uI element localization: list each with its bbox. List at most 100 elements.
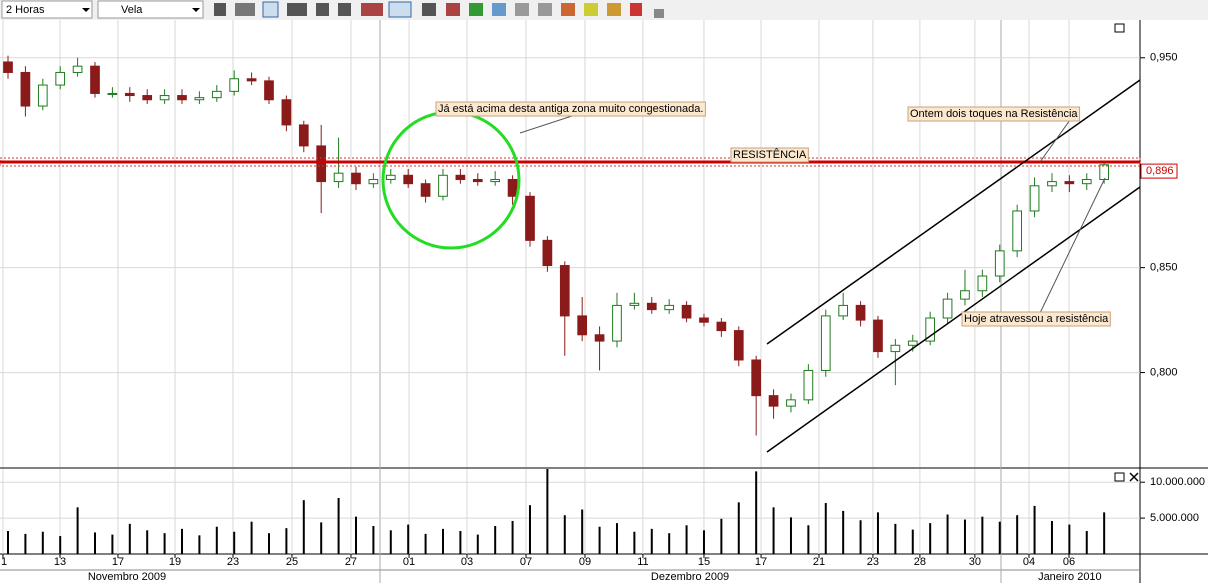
icon[interactable]	[338, 3, 351, 16]
candle-body	[786, 399, 796, 407]
annotation-box	[907, 106, 1081, 122]
candle-body	[838, 304, 849, 317]
icon[interactable]	[515, 3, 529, 16]
candle-body	[542, 239, 553, 267]
dropdown-arrow	[192, 8, 200, 12]
candle-body	[960, 290, 970, 300]
candle-body	[664, 304, 675, 311]
candle-body	[942, 298, 953, 319]
candle-body	[1012, 210, 1023, 252]
x-tick-label: 23	[227, 556, 239, 568]
icon[interactable]	[654, 9, 664, 18]
candle-body	[507, 178, 518, 197]
candle-body	[873, 319, 883, 353]
y-tick-label: 0,950	[1150, 52, 1178, 64]
candle-body	[142, 95, 153, 101]
candle-body	[925, 317, 936, 342]
candle-body	[751, 359, 762, 397]
y-tick-label: 0,800	[1150, 366, 1178, 378]
icon[interactable]	[388, 1, 412, 18]
icon[interactable]	[469, 3, 483, 16]
annotation-text: Já está acima desta antiga zona muito co…	[438, 103, 703, 115]
x-tick-label: 01	[403, 556, 415, 568]
callout-line	[1039, 177, 1106, 314]
x-tick-label: 15	[698, 556, 710, 568]
annotation-text: RESISTÊNCIA	[733, 148, 807, 161]
month-label: Novembro 2009	[88, 571, 166, 583]
x-tick-label: 27	[345, 556, 357, 568]
volume-tick-label: 5.000.000	[1150, 512, 1199, 524]
y-tick-label: 0,850	[1150, 262, 1178, 274]
icon[interactable]	[538, 3, 552, 16]
icon[interactable]	[361, 3, 383, 16]
candle-body	[107, 92, 118, 95]
x-tick-label: 28	[914, 556, 926, 568]
volume-panel	[0, 469, 1140, 554]
icon[interactable]	[422, 3, 436, 16]
candle-body	[229, 78, 240, 92]
candle-body	[977, 275, 988, 292]
volume-tick-label: 10.000.000	[1150, 476, 1205, 488]
x-tick-label: 1	[1, 556, 7, 568]
x-tick-label: 19	[169, 556, 181, 568]
candle-body	[264, 80, 274, 101]
candle-body	[629, 302, 640, 306]
toolbar-icons[interactable]	[214, 1, 664, 18]
maximize-button[interactable]	[1114, 23, 1125, 33]
candle-body	[612, 304, 622, 342]
timeframe-label: 2 Horas	[6, 4, 45, 16]
annotation-text: Hoje atravessou a resistência	[964, 313, 1109, 325]
candle-body	[403, 174, 414, 185]
icon[interactable]	[607, 3, 621, 16]
candle-body	[194, 97, 205, 101]
x-tick-label: 07	[520, 556, 532, 568]
channel-upper	[766, 79, 1141, 345]
x-tick-label: 09	[579, 556, 591, 568]
candle-body	[316, 145, 327, 183]
candle-body	[37, 84, 48, 107]
candle-body	[733, 330, 744, 361]
x-tick-label: 30	[969, 556, 981, 568]
icon[interactable]	[262, 1, 279, 18]
icon[interactable]	[214, 3, 226, 16]
style-label: Vela	[121, 4, 143, 16]
icon[interactable]	[584, 3, 598, 16]
drawings	[0, 79, 1141, 453]
x-tick-label: 03	[461, 556, 473, 568]
candle-body	[368, 178, 379, 185]
x-tick-label: 17	[112, 556, 124, 568]
icon[interactable]	[316, 3, 329, 16]
style-select[interactable]	[97, 0, 204, 19]
candle-body	[385, 174, 396, 180]
candle-body	[472, 178, 483, 183]
candle-body	[994, 250, 1005, 277]
channel-lower	[766, 186, 1141, 453]
candle-body	[351, 172, 361, 185]
icon[interactable]	[492, 3, 506, 16]
icon[interactable]	[235, 3, 255, 16]
icon[interactable]	[287, 3, 307, 16]
timeframe-select[interactable]	[1, 0, 93, 19]
dropdown-arrow	[82, 8, 90, 12]
x-tick-label: 04	[1023, 556, 1035, 568]
x-tick-label: 21	[813, 556, 825, 568]
candle-body	[159, 95, 170, 101]
toolbar: 2 Horas Vela	[0, 0, 1208, 20]
candle-body	[855, 304, 866, 321]
icon[interactable]	[446, 3, 460, 16]
close-button[interactable]	[1129, 472, 1139, 482]
icon[interactable]	[630, 3, 642, 16]
x-tick-label: 17	[755, 556, 767, 568]
candle-body	[1081, 178, 1092, 185]
candle-body	[20, 71, 31, 107]
icon[interactable]	[561, 3, 575, 16]
annotation-box	[730, 147, 809, 163]
candle-body	[490, 178, 501, 183]
month-label: Janeiro 2010	[1038, 571, 1102, 583]
price-marker-label: 0,896	[1146, 165, 1174, 177]
candle-body	[90, 65, 100, 94]
maximize-button[interactable]	[1114, 472, 1125, 482]
candle-body	[525, 195, 535, 241]
